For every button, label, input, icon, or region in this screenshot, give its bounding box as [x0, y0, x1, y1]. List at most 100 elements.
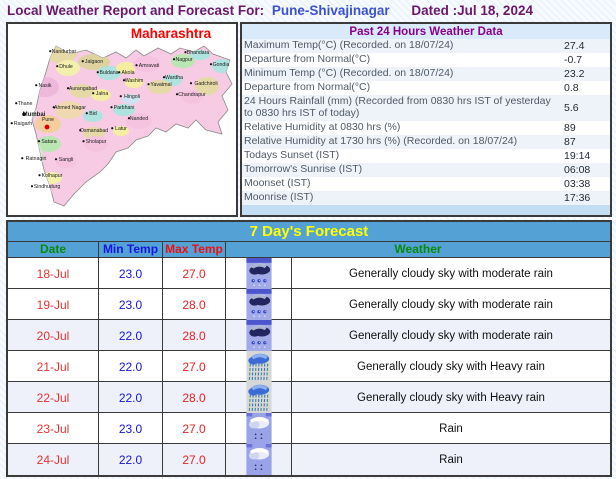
past24-row-value: 87	[564, 135, 576, 148]
district-label: Sholapur	[86, 139, 107, 145]
city-dot	[56, 65, 59, 68]
forecast-description: Generally cloudy sky with moderate rain	[349, 267, 553, 280]
city-dot	[35, 84, 38, 87]
city-dot	[81, 60, 84, 63]
location-link[interactable]: Pune-Shivajinagar	[271, 3, 390, 18]
past24-row: Moonset (IST) 03:38	[242, 177, 610, 191]
district-label: Bhandara	[187, 50, 210, 56]
past24-row-label: Departure from Normal(°C)	[244, 53, 371, 66]
map-title: Maharashtra	[131, 26, 212, 41]
past24-rows: Maximum Temp(°C) (Recorded. on 18/07/24)…	[242, 39, 610, 205]
forecast-date: 23-Jul	[8, 413, 99, 444]
past24-panel: Past 24 Hours Weather Data Maximum Temp(…	[240, 22, 612, 217]
past24-row-value: 0.8	[564, 82, 579, 94]
forecast-icon-cell	[226, 382, 292, 413]
forecast-row: 23-Jul 23.0 27.0 Rain	[8, 413, 610, 444]
moderate-rain-icon	[246, 258, 272, 289]
city-dot	[127, 117, 131, 120]
district-label: Gondia	[213, 62, 230, 68]
past24-row-value: 27.4	[564, 40, 585, 52]
district-label: Satara	[41, 139, 56, 145]
past24-row: Departure from Normal(°C) 0.8	[242, 81, 610, 95]
city-dot	[111, 127, 114, 130]
past24-row: Tomorrow's Sunrise (IST) 06:08	[242, 162, 610, 177]
district-label: Aurangabad	[69, 86, 97, 92]
col-header-min-temp: Min Temp	[99, 242, 163, 257]
city-dot	[10, 122, 13, 125]
top-panels: Maharashtra Nandurbar Dhule Jalgaon Nasik Bu…	[6, 22, 612, 217]
forecast-description: Rain	[439, 453, 463, 466]
city-dot	[162, 76, 166, 79]
city-dot	[22, 112, 26, 116]
past24-title: Past 24 Hours Weather Data	[242, 24, 610, 39]
past24-row-label: Departure from Normal(°C)	[244, 81, 371, 94]
past24-row: 24 Hours Rainfall (mm) (Recorded from 08…	[242, 95, 610, 121]
forecast-date: 20-Jul	[8, 320, 99, 351]
heavy-rain-icon	[246, 382, 272, 413]
col-header-date: Date	[8, 242, 99, 257]
past24-row-label: Todays Sunset (IST)	[244, 148, 340, 161]
past24-footer-strip	[242, 204, 610, 215]
district-label: Yavatmal	[150, 82, 171, 88]
city-dot	[82, 140, 85, 143]
district-labels: Nandurbar Dhule Jalgaon Nasik Buldana Akola Am…	[10, 49, 230, 190]
district-label: Nandurbar	[52, 49, 77, 55]
past24-row-label: Maximum Temp(°C) (Recorded. on 18/07/24)	[244, 39, 454, 52]
city-dot	[110, 106, 113, 109]
district-label: Ahmed Nagar	[54, 105, 86, 111]
district-label: Latur	[115, 126, 127, 132]
past24-row: Relative Humidity at 0830 hrs (%) 89	[242, 121, 610, 135]
forecast-icon-cell	[226, 258, 292, 289]
city-dot	[92, 92, 95, 95]
city-dot	[38, 174, 41, 177]
forecast-header-row: Date Min Temp Max Temp Weather	[8, 242, 610, 258]
city-dot	[52, 106, 55, 109]
forecast-max-temp: 28.0	[163, 382, 226, 413]
city-dot	[85, 112, 88, 115]
city-dot	[209, 63, 213, 66]
forecast-date: 22-Jul	[8, 382, 99, 413]
forecast-description: Rain	[439, 422, 463, 435]
city-dot	[96, 71, 99, 74]
city-dot	[30, 185, 34, 188]
forecast-date: 21-Jul	[8, 351, 99, 382]
city-dot	[79, 129, 82, 132]
district-label: Raigarh	[14, 121, 32, 127]
forecast-max-temp: 27.0	[163, 444, 226, 475]
forecast-min-temp: 22.0	[99, 351, 163, 382]
heavy-rain-icon	[246, 351, 272, 382]
forecast-max-temp: 27.0	[163, 413, 226, 444]
district-label: Akola	[122, 70, 135, 76]
past24-row: Maximum Temp(°C) (Recorded. on 18/07/24)…	[242, 39, 610, 53]
city-dot	[189, 82, 193, 85]
district-label: Amravati	[139, 63, 159, 69]
past24-row-label: Moonset (IST)	[244, 176, 311, 189]
maharashtra-map-panel: Maharashtra Nandurbar Dhule Jalgaon Nasik Bu…	[6, 22, 238, 217]
forecast-row: 22-Jul 22.0 28.0 Generally cloudy sky wi…	[8, 382, 610, 413]
forecast-row: 19-Jul 23.0 28.0 Generally cloudy sky wi…	[8, 289, 610, 320]
forecast-date: 24-Jul	[8, 444, 99, 475]
district-label: Wardha	[165, 75, 183, 81]
district-label: Gadchiroli	[194, 81, 217, 87]
district-label: Kolhapur	[42, 173, 63, 179]
forecast-icon-cell	[226, 444, 292, 475]
dated-label: Dated :Jul 18, 2024	[411, 3, 533, 18]
past24-row-label: 24 Hours Rainfall (mm) (Recorded from 08…	[244, 95, 551, 119]
forecast-description: Generally cloudy sky with moderate rain	[349, 298, 553, 311]
district-label: Nanded	[130, 116, 148, 122]
city-dot	[118, 71, 121, 74]
page-title-prefix: Local Weather Report and Forecast For:	[7, 3, 265, 18]
past24-row-label: Minimum Temp (°C) (Recorded. on 18/07/24…	[244, 67, 454, 80]
forecast-date: 19-Jul	[8, 289, 99, 320]
forecast-icon-cell	[226, 320, 292, 351]
city-dot	[175, 93, 179, 96]
past24-row-value: 89	[564, 121, 576, 134]
forecast-table: 7 Day's Forecast Date Min Temp Max Temp …	[6, 220, 612, 477]
district-label: Ratnagiri	[26, 156, 47, 162]
forecast-row: 20-Jul 22.0 28.0 Generally cloudy sky wi…	[8, 320, 610, 351]
forecast-description: Generally cloudy sky with moderate rain	[349, 329, 553, 342]
maharashtra-map: Maharashtra Nandurbar Dhule Jalgaon Nasik Bu…	[10, 26, 233, 207]
past24-row-label: Relative Humidity at 0830 hrs (%)	[244, 120, 401, 133]
forecast-rows: 18-Jul 23.0 27.0 Generally cloudy sky wi…	[8, 258, 610, 475]
district-label: Mumbai	[23, 112, 46, 118]
